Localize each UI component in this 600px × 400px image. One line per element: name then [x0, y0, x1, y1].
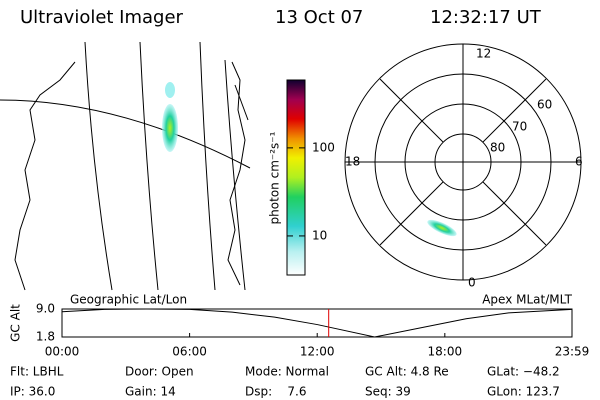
info-text: Mode: Normal: [245, 365, 329, 379]
lat-label: 60: [537, 98, 552, 112]
lat-label: 80: [490, 141, 505, 155]
title: Ultraviolet Imager: [20, 7, 184, 28]
info-text: GLon: 123.7: [487, 385, 560, 399]
colorbar-label: photon cm⁻²s⁻¹: [268, 131, 282, 224]
alt-x-tick-label: 23:59: [555, 345, 590, 359]
alt-y-label: GC Alt: [9, 304, 23, 342]
colorbar-tick-label: 100: [312, 140, 335, 154]
alt-frame: [61, 308, 573, 338]
alt-y-tick-label: 9.0: [36, 302, 55, 316]
polar: 12 18 6 0 60 70 80: [344, 43, 583, 290]
info-text: Gain: 14: [125, 385, 176, 399]
mlt-label: 0: [468, 276, 476, 290]
colorbar-tick-label: 10: [312, 228, 327, 242]
info-text: Seq: 39: [365, 385, 411, 399]
mlt-label: 6: [575, 155, 583, 169]
alt-x-tick-label: 18:00: [428, 345, 463, 359]
map: [0, 41, 251, 291]
mlt-label: 18: [345, 155, 360, 169]
alt-line: [61, 308, 573, 338]
alt-x-tick-label: 06:00: [172, 345, 207, 359]
mlt-label: 12: [476, 47, 491, 61]
info-text: Door: Open: [125, 365, 194, 379]
date: 13 Oct 07: [275, 7, 363, 28]
lat-label: 70: [512, 120, 527, 134]
info-text: IP: 36.0: [10, 385, 55, 399]
info-text: GC Alt: 4.8 Re: [365, 365, 449, 379]
time: 12:32:17 UT: [430, 7, 542, 28]
alt-x-tick-label: 12:00: [300, 345, 335, 359]
info-text: GLat: −48.2: [487, 365, 560, 379]
alt-x-tick-label: 00:00: [45, 345, 80, 359]
colorbar: [286, 79, 306, 276]
alt-right-label: Apex MLat/MLT: [482, 293, 572, 307]
info-text: Flt: LBHL: [10, 365, 64, 379]
alt-left-label: Geographic Lat/Lon: [70, 293, 187, 307]
alt-y-tick-label: 1.8: [36, 330, 55, 344]
info-text: Dsp: 7.6: [245, 385, 307, 399]
